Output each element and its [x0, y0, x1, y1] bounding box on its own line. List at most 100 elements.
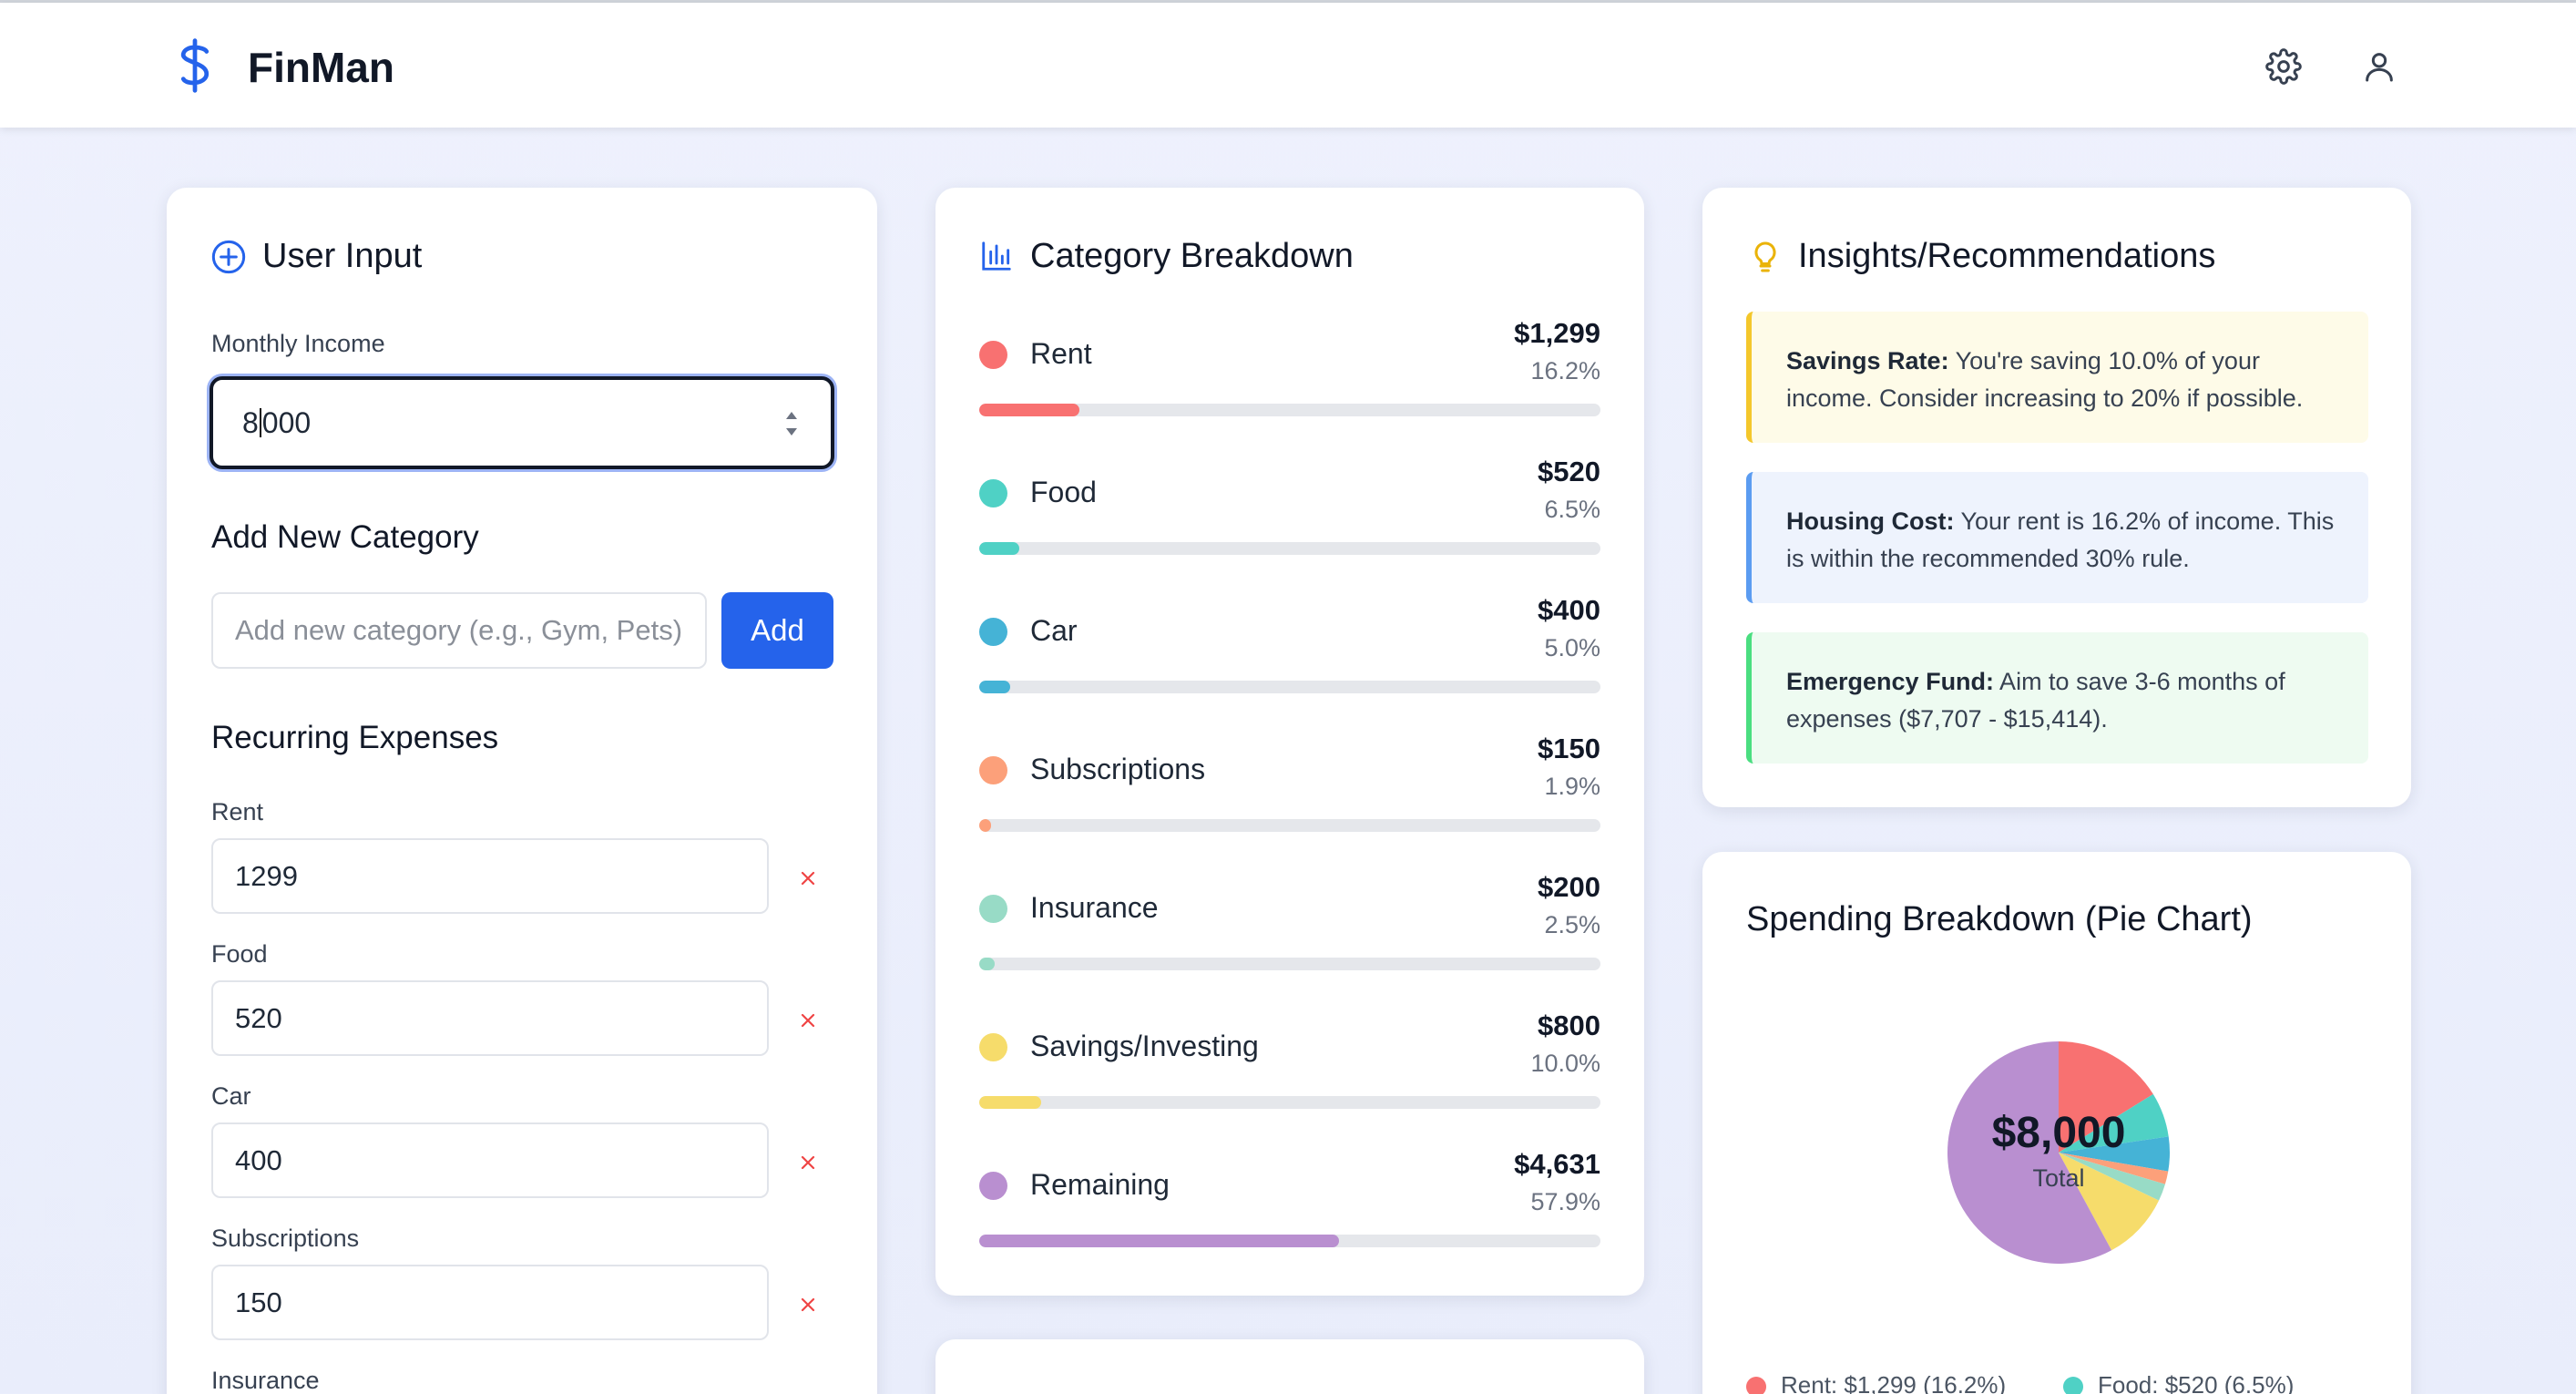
category-color-dot	[979, 1033, 1007, 1061]
category-name: Subscriptions	[1030, 753, 1206, 785]
plus-circle-icon	[211, 240, 246, 274]
category-row: Food $520 6.5%	[979, 456, 1600, 583]
category-amount: $400	[1538, 594, 1600, 626]
category-amount: $520	[1538, 456, 1600, 487]
monthly-income-input[interactable]: 8 000	[210, 376, 834, 469]
next-card	[935, 1339, 1644, 1394]
category-name: Savings/Investing	[1030, 1030, 1259, 1062]
pie-chart-title: Spending Breakdown (Pie Chart)	[1746, 900, 2253, 938]
category-breakdown-title: Category Breakdown	[1030, 237, 1354, 275]
pie-total-value: $8,000	[1991, 1109, 2126, 1157]
text-caret	[259, 408, 261, 437]
pie-legend-item: Food: $520 (6.5%)	[2063, 1371, 2294, 1394]
expense-input-rent[interactable]: 1299	[211, 838, 769, 914]
delete-icon[interactable]	[798, 868, 818, 888]
lightbulb-icon	[1754, 241, 1776, 272]
category-progress-fill	[979, 404, 1080, 416]
add-category-title: Add New Category	[211, 519, 479, 555]
category-name: Insurance	[1030, 891, 1159, 924]
spending-pie-chart	[1947, 1041, 2170, 1264]
category-name: Remaining	[1030, 1168, 1170, 1201]
category-progress-fill	[979, 1096, 1042, 1109]
legend-swatch	[1746, 1377, 1766, 1394]
gear-icon[interactable]	[2265, 48, 2302, 85]
dollar-icon	[180, 38, 210, 93]
category-color-dot	[979, 756, 1007, 784]
category-amount: $4,631	[1514, 1148, 1600, 1180]
legend-text: Rent: $1,299 (16.2%)	[1781, 1371, 2007, 1394]
insight-emergency-fund: Emergency Fund: Aim to save 3-6 months o…	[1746, 632, 2368, 764]
monthly-income-label: Monthly Income	[211, 330, 385, 357]
category-name: Car	[1030, 614, 1078, 647]
category-row: Car $400 5.0%	[979, 594, 1600, 722]
app-logo-text: FinMan	[248, 44, 394, 91]
category-amount: $1,299	[1514, 317, 1600, 349]
window-top-border	[0, 0, 2576, 3]
category-percent: 10.0%	[1530, 1050, 1600, 1077]
delete-icon[interactable]	[798, 1295, 818, 1315]
category-amount: $150	[1538, 733, 1600, 764]
expense-input-car[interactable]: 400	[211, 1122, 769, 1198]
category-name: Food	[1030, 476, 1097, 508]
legend-swatch	[2063, 1377, 2083, 1394]
new-category-input[interactable]: Add new category (e.g., Gym, Pets)	[211, 592, 707, 669]
category-color-dot	[979, 341, 1007, 369]
category-row: Subscriptions $150 1.9%	[979, 733, 1600, 860]
delete-icon[interactable]	[798, 1010, 818, 1030]
category-percent: 57.9%	[1530, 1188, 1600, 1215]
category-color-dot	[979, 479, 1007, 507]
user-icon[interactable]	[2361, 48, 2397, 85]
pie-slice-insurance	[2059, 1153, 2165, 1201]
category-color-dot	[979, 1172, 1007, 1200]
category-progress-track	[979, 1096, 1600, 1109]
pie-legend-item: Rent: $1,299 (16.2%)	[1746, 1371, 2006, 1394]
number-spinner-icon[interactable]	[783, 404, 800, 444]
insight-savings-rate: Savings Rate: You're saving 10.0% of you…	[1746, 312, 2368, 443]
insight-savings-rate-text: You're saving 10.0% of your income. Cons…	[1786, 347, 2304, 412]
category-progress-track	[979, 681, 1600, 693]
bar-chart-icon	[982, 241, 1011, 271]
category-percent: 2.5%	[1544, 911, 1600, 938]
category-progress-fill	[979, 958, 996, 970]
insight-housing-cost: Housing Cost: Your rent is 16.2% of inco…	[1746, 472, 2368, 603]
category-percent: 1.9%	[1544, 773, 1600, 800]
insight-housing-cost-heading: Housing Cost:	[1786, 507, 1955, 535]
expense-label-insurance: Insurance	[211, 1367, 320, 1394]
add-category-button[interactable]: Add	[721, 592, 833, 669]
expense-label-subscriptions: Subscriptions	[211, 1225, 360, 1252]
category-percent: 6.5%	[1544, 496, 1600, 523]
category-progress-fill	[979, 819, 991, 832]
category-progress-track	[979, 404, 1600, 416]
insight-savings-rate-heading: Savings Rate:	[1786, 347, 1949, 374]
category-color-dot	[979, 618, 1007, 646]
category-progress-fill	[979, 542, 1020, 555]
pie-slice-savings-investing	[2059, 1153, 2160, 1251]
pie-slice-food	[2059, 1093, 2169, 1153]
category-progress-fill	[979, 1235, 1339, 1247]
pie-slice-rent	[2059, 1041, 2153, 1153]
category-row: Rent $1,299 16.2%	[979, 317, 1600, 445]
new-category-placeholder: Add new category (e.g., Gym, Pets)	[235, 614, 683, 646]
income-value-head: 8	[242, 405, 259, 439]
app-header: FinMan	[0, 3, 2576, 128]
category-progress-track	[979, 819, 1600, 832]
expense-label-food: Food	[211, 940, 268, 968]
category-progress-track	[979, 542, 1600, 555]
category-row: Savings/Investing $800 10.0%	[979, 1010, 1600, 1137]
insight-housing-cost-text: Your rent is 16.2% of income. This is wi…	[1786, 507, 2335, 572]
category-progress-track	[979, 1235, 1600, 1247]
category-row: Remaining $4,631 57.9%	[979, 1148, 1600, 1276]
pie-slice-car	[2059, 1136, 2170, 1172]
category-color-dot	[979, 895, 1007, 923]
category-amount: $200	[1538, 871, 1600, 903]
insight-emergency-fund-heading: Emergency Fund:	[1786, 668, 1995, 695]
pie-slice-subscriptions	[2059, 1153, 2169, 1184]
category-breakdown-card	[935, 188, 1644, 1296]
recurring-expenses-title: Recurring Expenses	[211, 720, 499, 755]
expense-input-subscriptions[interactable]: 150	[211, 1265, 769, 1340]
category-amount: $800	[1538, 1010, 1600, 1041]
delete-icon[interactable]	[798, 1153, 818, 1173]
category-name: Rent	[1030, 337, 1092, 370]
expense-input-food[interactable]: 520	[211, 980, 769, 1056]
income-value-tail: 000	[261, 405, 312, 439]
